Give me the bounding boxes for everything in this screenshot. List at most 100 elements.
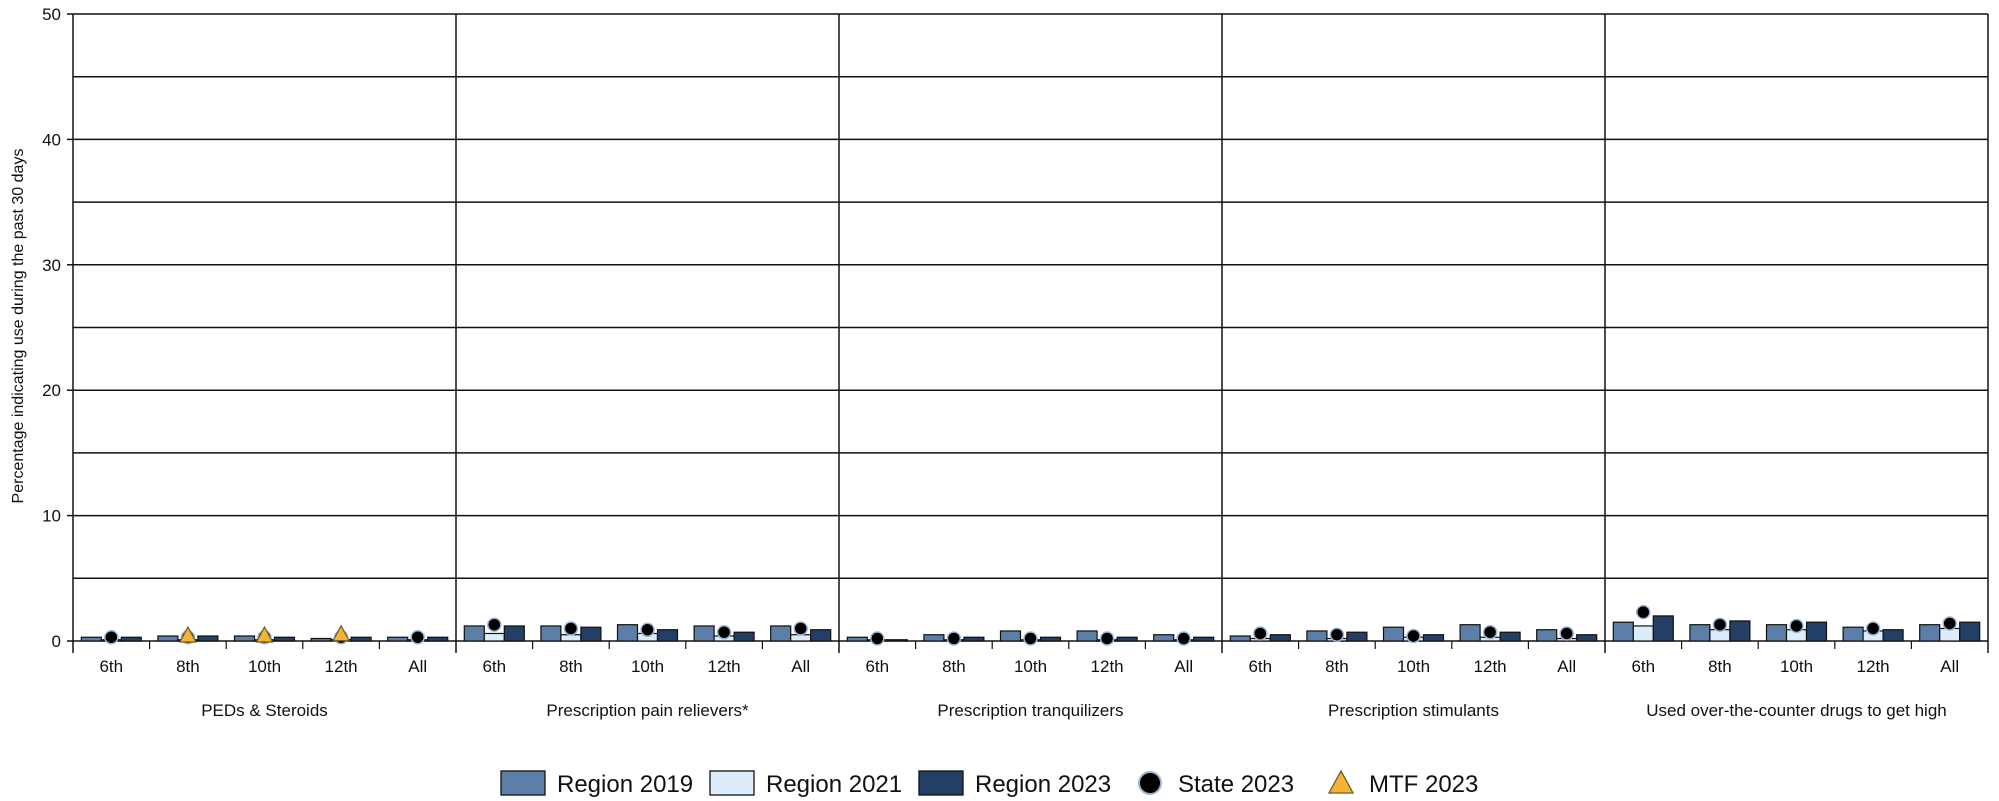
bar xyxy=(463,625,485,642)
bar xyxy=(503,625,525,642)
x-tick-label: 10th xyxy=(1014,657,1047,676)
bar xyxy=(1076,630,1098,642)
bar xyxy=(1536,629,1558,642)
y-tick-label: 0 xyxy=(52,632,61,651)
legend-label: Region 2021 xyxy=(766,771,902,798)
bar xyxy=(1039,636,1062,642)
legend-label: MTF 2023 xyxy=(1369,771,1478,798)
state-marker xyxy=(1406,628,1421,644)
legend-swatch xyxy=(918,770,964,796)
legend: Region 2019 Region 2021 Region 2023 State 2… xyxy=(500,769,1478,798)
group-label: Used over-the-counter drugs to get high xyxy=(1646,701,1947,720)
mtf-marker xyxy=(255,625,274,643)
y-tick-label: 30 xyxy=(42,256,61,275)
state-marker xyxy=(1482,624,1498,640)
bar xyxy=(1422,634,1445,642)
bar xyxy=(580,626,602,642)
x-tick-label: 6th xyxy=(482,657,506,676)
bar xyxy=(1919,624,1941,642)
bar xyxy=(233,635,256,642)
bar xyxy=(1269,634,1291,642)
x-tick-label: 12th xyxy=(708,657,741,676)
state-marker xyxy=(410,629,425,645)
bar xyxy=(886,639,908,642)
bar xyxy=(1459,624,1481,642)
x-tick-label: 10th xyxy=(631,657,664,676)
bar xyxy=(693,625,715,642)
state-marker xyxy=(1942,616,1957,631)
x-tick-label: All xyxy=(408,657,427,676)
x-tick-label: 6th xyxy=(1248,657,1272,676)
bar xyxy=(1346,631,1368,642)
mtf-marker xyxy=(332,624,351,642)
bar xyxy=(846,636,868,642)
y-tick-label: 10 xyxy=(42,507,61,526)
x-tick-label: All xyxy=(1174,657,1193,676)
state-marker xyxy=(1176,631,1191,646)
bar xyxy=(999,630,1022,642)
bar xyxy=(1612,621,1634,642)
gridlines xyxy=(72,13,1989,653)
bar xyxy=(427,636,449,642)
x-tick-label: 8th xyxy=(176,657,200,676)
state-marker xyxy=(1865,621,1881,636)
group-label: PEDs & Steroids xyxy=(201,701,328,720)
group-label: Prescription pain relievers* xyxy=(546,701,749,720)
group-label: Prescription tranquilizers xyxy=(937,701,1123,720)
bar xyxy=(387,636,409,642)
x-tick-label: 6th xyxy=(99,657,123,676)
bar xyxy=(1306,630,1328,642)
mtf-marker xyxy=(178,625,197,643)
x-tick-label: 10th xyxy=(1780,657,1813,676)
state-marker xyxy=(1636,604,1651,620)
state-marker xyxy=(1559,626,1574,641)
legend-swatch xyxy=(500,770,546,796)
legend-swatch xyxy=(1138,771,1162,795)
bar xyxy=(616,624,639,642)
state-marker xyxy=(1023,631,1038,646)
bar xyxy=(1652,615,1674,642)
state-marker xyxy=(1712,617,1728,632)
legend-swatch xyxy=(709,770,755,796)
bar xyxy=(1499,631,1521,642)
bar xyxy=(273,636,296,642)
x-tick-label: 8th xyxy=(559,657,583,676)
bar xyxy=(1689,624,1711,642)
bar xyxy=(1842,626,1864,642)
state-marker xyxy=(1329,627,1345,642)
legend-label: Region 2019 xyxy=(557,771,693,798)
bar xyxy=(1765,624,1788,642)
x-tick-label: 10th xyxy=(1397,657,1430,676)
bar xyxy=(1153,634,1175,642)
bar xyxy=(540,625,562,642)
bar xyxy=(656,629,679,642)
y-axis-label: Percentage indicating use during the pas… xyxy=(10,149,27,504)
state-marker xyxy=(793,621,808,636)
legend-swatch xyxy=(1327,769,1355,794)
bar xyxy=(733,631,755,642)
bar xyxy=(120,636,142,642)
bar xyxy=(1229,635,1251,642)
state-marker xyxy=(1253,626,1268,641)
bar xyxy=(1193,636,1215,642)
bar xyxy=(1632,625,1654,642)
legend-label: State 2023 xyxy=(1178,771,1294,798)
state-marker xyxy=(640,622,655,637)
bar xyxy=(350,636,372,642)
axes: 0 10 20 30 40 50 6th 8th 10th 12th All PEDs & Stero… xyxy=(42,5,1959,720)
x-tick-label: 10th xyxy=(248,657,281,676)
bar xyxy=(157,635,179,642)
bar xyxy=(1576,634,1598,642)
state-marker xyxy=(1789,618,1804,634)
x-tick-label: 8th xyxy=(1325,657,1349,676)
x-tick-label: 8th xyxy=(1708,657,1732,676)
state-marker xyxy=(104,629,119,645)
x-tick-label: All xyxy=(1557,657,1576,676)
y-tick-label: 40 xyxy=(42,130,61,149)
state-marker xyxy=(716,624,732,640)
x-tick-label: 12th xyxy=(325,657,358,676)
legend-label: Region 2023 xyxy=(975,771,1111,798)
x-tick-label: 12th xyxy=(1474,657,1507,676)
bar xyxy=(963,636,985,642)
markers xyxy=(104,604,1957,646)
